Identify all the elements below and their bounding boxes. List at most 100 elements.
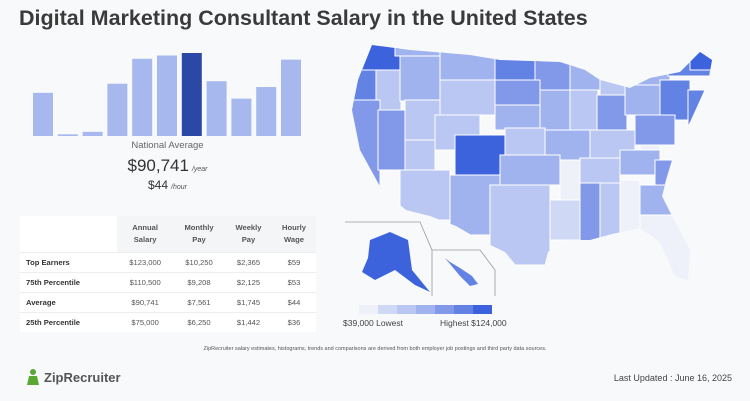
legend-swatch (378, 305, 397, 314)
table-cell: $53 (272, 272, 316, 293)
table-cell: $123,000 (117, 252, 174, 273)
table-cell: $44 (272, 292, 316, 313)
state-region[interactable] (619, 179, 641, 236)
state-region[interactable] (494, 79, 541, 106)
table-cell: $6,250 (173, 312, 225, 332)
histogram-bar (157, 55, 177, 136)
state-region[interactable] (687, 89, 711, 131)
ziprecruiter-logo[interactable]: ZipRecruiter (25, 368, 121, 386)
state-region[interactable] (634, 114, 676, 146)
state-alaska[interactable] (362, 232, 430, 292)
table-cell: $10,250 (173, 252, 225, 273)
state-region[interactable] (504, 127, 546, 157)
legend-swatch (416, 305, 435, 314)
column-header: Monthly Pay (173, 216, 225, 253)
state-region[interactable] (439, 79, 496, 116)
legend-swatch (454, 305, 473, 314)
table-cell: $75,000 (117, 312, 174, 332)
national-average-label: National Average (131, 140, 204, 151)
table-cell: $2,125 (224, 272, 272, 293)
table-cell: $36 (272, 312, 316, 332)
state-region[interactable] (489, 184, 551, 266)
page-title: Digital Marketing Consultant Salary in t… (19, 6, 588, 30)
table-cell: 75th Percentile (20, 272, 118, 293)
histogram-bar (256, 87, 277, 136)
state-region[interactable] (579, 157, 621, 184)
legend-swatch (397, 305, 416, 314)
inset-divider (345, 221, 433, 296)
table-cell: 25th Percentile (20, 312, 118, 332)
table-cell: $110,500 (117, 272, 174, 293)
histogram-bar (281, 59, 301, 136)
column-header: Annual Salary (117, 216, 174, 253)
table-cell: $1,442 (224, 312, 272, 332)
state-region[interactable] (659, 79, 691, 121)
table-cell: $1,745 (224, 292, 272, 313)
state-region[interactable] (494, 49, 541, 81)
state-region[interactable] (596, 94, 628, 131)
histogram-bar (132, 58, 153, 137)
hourly-wage: $44/hour (0, 178, 335, 192)
salary-table: Annual Salary Monthly Pay Weekly Pay Hourly Wag… (20, 216, 316, 332)
state-region[interactable] (579, 182, 601, 244)
table-cell: $59 (272, 252, 316, 273)
legend-lowest: $39,000 Lowest (343, 318, 404, 328)
state-region[interactable] (639, 214, 701, 285)
disclaimer: ZipRecruiter salary estimates, histogram… (203, 346, 547, 352)
hourly-unit: /hour (171, 184, 187, 191)
state-region[interactable] (639, 184, 681, 216)
legend-swatch (435, 305, 454, 314)
us-salary-map (340, 36, 720, 296)
table-cell: Average (20, 292, 118, 313)
legend-swatch (473, 305, 492, 314)
table-cell: $7,561 (173, 292, 225, 313)
state-region[interactable] (494, 104, 541, 131)
state-region[interactable] (377, 109, 409, 171)
yearly-salary: $90,741/year (0, 156, 335, 176)
table-row: Average $90,741 $7,561 $1,745 $44 (20, 292, 316, 313)
state-region[interactable] (549, 199, 581, 241)
salary-histogram (33, 53, 301, 137)
state-region[interactable] (394, 36, 446, 57)
column-header (20, 216, 118, 253)
state-region[interactable] (534, 54, 576, 96)
yearly-value: $90,741 (127, 156, 189, 175)
state-region[interactable] (599, 182, 621, 239)
histogram-bar (231, 98, 252, 136)
legend-highest: Highest $124,000 (440, 318, 507, 328)
table-cell: $9,208 (173, 272, 225, 293)
state-region[interactable] (340, 99, 381, 221)
logo-text: ZipRecruiter (44, 369, 121, 385)
column-header: Weekly Pay (224, 216, 272, 253)
table-row: 25th Percentile $75,000 $6,250 $1,442 $36 (20, 312, 316, 332)
state-region[interactable] (619, 149, 661, 176)
state-region[interactable] (569, 89, 599, 136)
histogram-bar (107, 83, 128, 136)
last-updated: Last Updated : June 16, 2025 (613, 373, 732, 383)
histogram-bar (33, 92, 53, 136)
state-region[interactable] (559, 159, 581, 201)
state-region[interactable] (499, 154, 561, 186)
histogram-bar (181, 53, 202, 136)
state-region[interactable] (539, 89, 571, 131)
table-row: 75th Percentile $110,500 $9,208 $2,125 $53 (20, 272, 316, 293)
histogram-bar (206, 81, 227, 136)
table-row: Top Earners $123,000 $10,250 $2,365 $59 (20, 252, 316, 273)
logo-icon (27, 369, 39, 385)
state-region[interactable] (439, 49, 496, 81)
histogram-bar (82, 131, 103, 136)
hourly-value: $44 (148, 178, 169, 192)
state-region[interactable] (569, 59, 601, 91)
column-header: Hourly Wage (272, 216, 316, 253)
state-region[interactable] (454, 134, 506, 176)
legend-swatch (359, 305, 378, 314)
state-hawaii[interactable] (445, 258, 478, 286)
histogram-bar (57, 134, 78, 136)
state-region[interactable] (399, 169, 451, 221)
yearly-unit: /year (191, 166, 208, 173)
state-region[interactable] (689, 40, 720, 71)
map-legend (359, 305, 492, 314)
inset-divider (432, 249, 496, 296)
table-cell: $90,741 (117, 292, 174, 313)
state-region[interactable] (624, 84, 661, 116)
